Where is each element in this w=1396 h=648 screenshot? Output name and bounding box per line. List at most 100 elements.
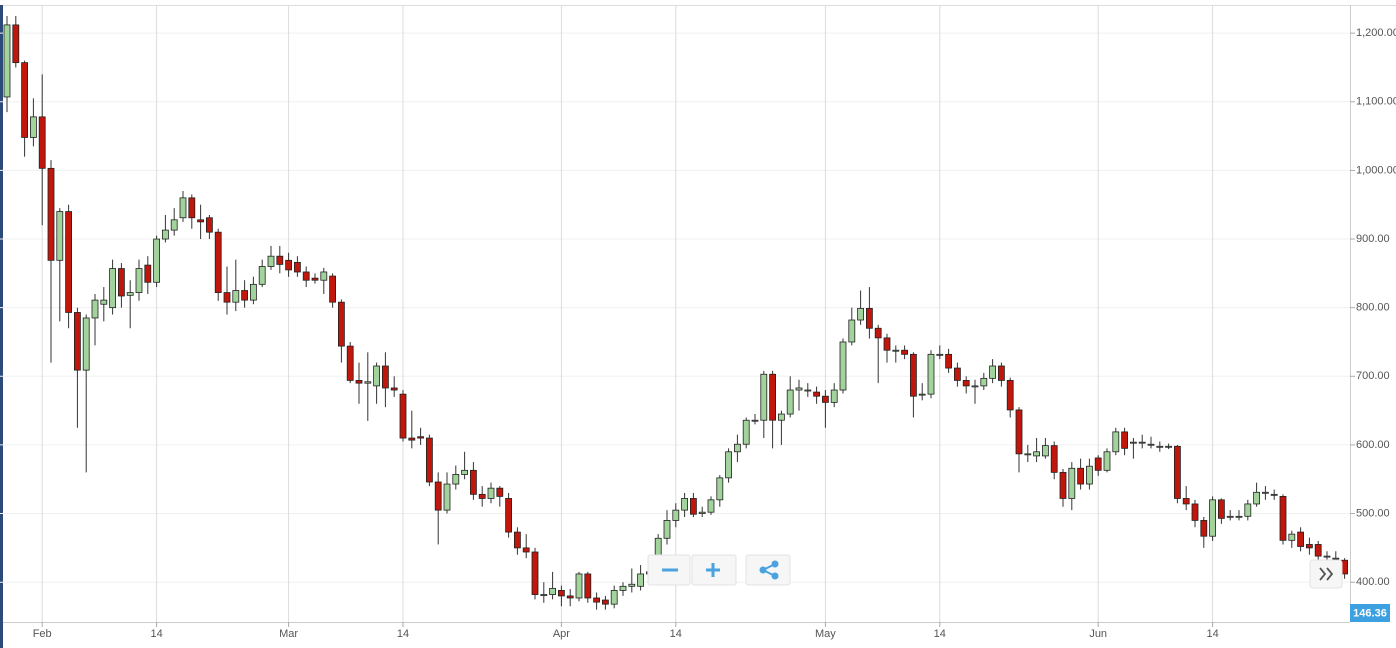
candle-body [795, 387, 803, 391]
share-button[interactable] [745, 554, 791, 586]
candle-body [998, 365, 1005, 381]
candle-body [373, 365, 381, 387]
candle-body [769, 373, 776, 421]
candle-body [857, 307, 864, 321]
candle-body [566, 595, 574, 599]
x-tick-label: Apr [553, 628, 570, 640]
candle-body [1024, 453, 1032, 456]
candle-body [760, 373, 768, 421]
candle-body [1332, 557, 1340, 560]
candle-body [364, 381, 372, 384]
candle-body [12, 24, 20, 64]
candle-body [249, 283, 257, 301]
candle-body [1174, 445, 1181, 499]
candle-body [381, 365, 389, 389]
candle-body [329, 275, 337, 303]
candle-body [487, 487, 495, 499]
x-tick-label: 14 [670, 628, 682, 640]
candle-body [663, 520, 671, 539]
candle-body [144, 264, 152, 283]
candle-body [822, 395, 829, 403]
candle-body [1042, 445, 1049, 457]
candle-body [1288, 533, 1296, 541]
candle-body [839, 341, 847, 391]
candle-body [1130, 441, 1137, 444]
candle-body [320, 271, 328, 281]
candle-body [65, 211, 72, 313]
candle-body [716, 477, 724, 501]
candle-body [549, 587, 556, 595]
candle-body [575, 573, 583, 599]
candle-body [443, 483, 451, 511]
candle-body [610, 590, 618, 605]
candle-body [637, 573, 644, 587]
candle-body [1086, 465, 1093, 485]
zoom-out-button[interactable] [647, 554, 691, 586]
x-tick-label: Jun [1089, 628, 1107, 640]
candle-body [355, 380, 363, 384]
candle-body [619, 585, 627, 591]
candle-body [337, 301, 345, 347]
candle-body [540, 594, 548, 596]
candle-body [989, 365, 996, 379]
candle-body [197, 219, 205, 223]
candle-body [452, 474, 460, 485]
candle-body [1306, 544, 1313, 549]
candle-body [690, 498, 697, 515]
candle-body [1182, 498, 1190, 505]
candle-body [232, 290, 240, 303]
candle-body [830, 389, 838, 403]
candle-body [1191, 503, 1199, 521]
candle-body [514, 531, 521, 549]
y-tick-label: 900.00 [1356, 233, 1390, 245]
candle-body [1244, 503, 1252, 517]
x-tick-label: 14 [1206, 628, 1218, 640]
candle-body [170, 219, 178, 231]
candle-body [1006, 380, 1014, 411]
candle-body [954, 367, 961, 381]
candle-body [866, 307, 873, 329]
candle-body [399, 393, 407, 439]
candle-body [1218, 499, 1225, 519]
candle-body [179, 197, 187, 219]
candle-body [1050, 445, 1058, 473]
candle-body [1253, 491, 1260, 505]
candle-body [848, 319, 856, 343]
candle-body [1147, 443, 1155, 446]
candle-body [82, 317, 90, 371]
candle-body [804, 389, 812, 392]
candle-body [1156, 445, 1164, 448]
candle-body [910, 353, 917, 397]
last-price-tag [1350, 604, 1390, 622]
candle-body [1323, 555, 1331, 558]
scroll-right-button[interactable] [1309, 559, 1343, 589]
candle-body [1200, 520, 1208, 537]
x-tick-label: 14 [934, 628, 946, 640]
candle-body [311, 277, 319, 281]
candle-body [602, 599, 609, 605]
candle-body [1270, 493, 1278, 496]
candle-body [161, 229, 169, 240]
x-tick-label: Mar [279, 628, 298, 640]
zoom-in-button[interactable] [691, 554, 737, 586]
candle-body [135, 268, 143, 293]
candle-body [408, 437, 416, 441]
candle-body [390, 387, 398, 391]
candle-body [707, 499, 715, 513]
x-tick-label: May [815, 628, 836, 640]
candle-body [74, 312, 81, 371]
candle-body [980, 377, 988, 387]
candle-body [672, 509, 680, 521]
y-tick-label: 700.00 [1356, 370, 1390, 382]
candle-body [1103, 451, 1111, 471]
candle-body [21, 62, 29, 138]
candle-body [1077, 467, 1084, 485]
candle-body [1226, 515, 1234, 518]
candle-body [1015, 409, 1023, 455]
candle-body [267, 255, 275, 267]
candle-body [1279, 496, 1287, 541]
x-tick-label: 14 [397, 628, 409, 640]
candle-body [47, 167, 55, 261]
